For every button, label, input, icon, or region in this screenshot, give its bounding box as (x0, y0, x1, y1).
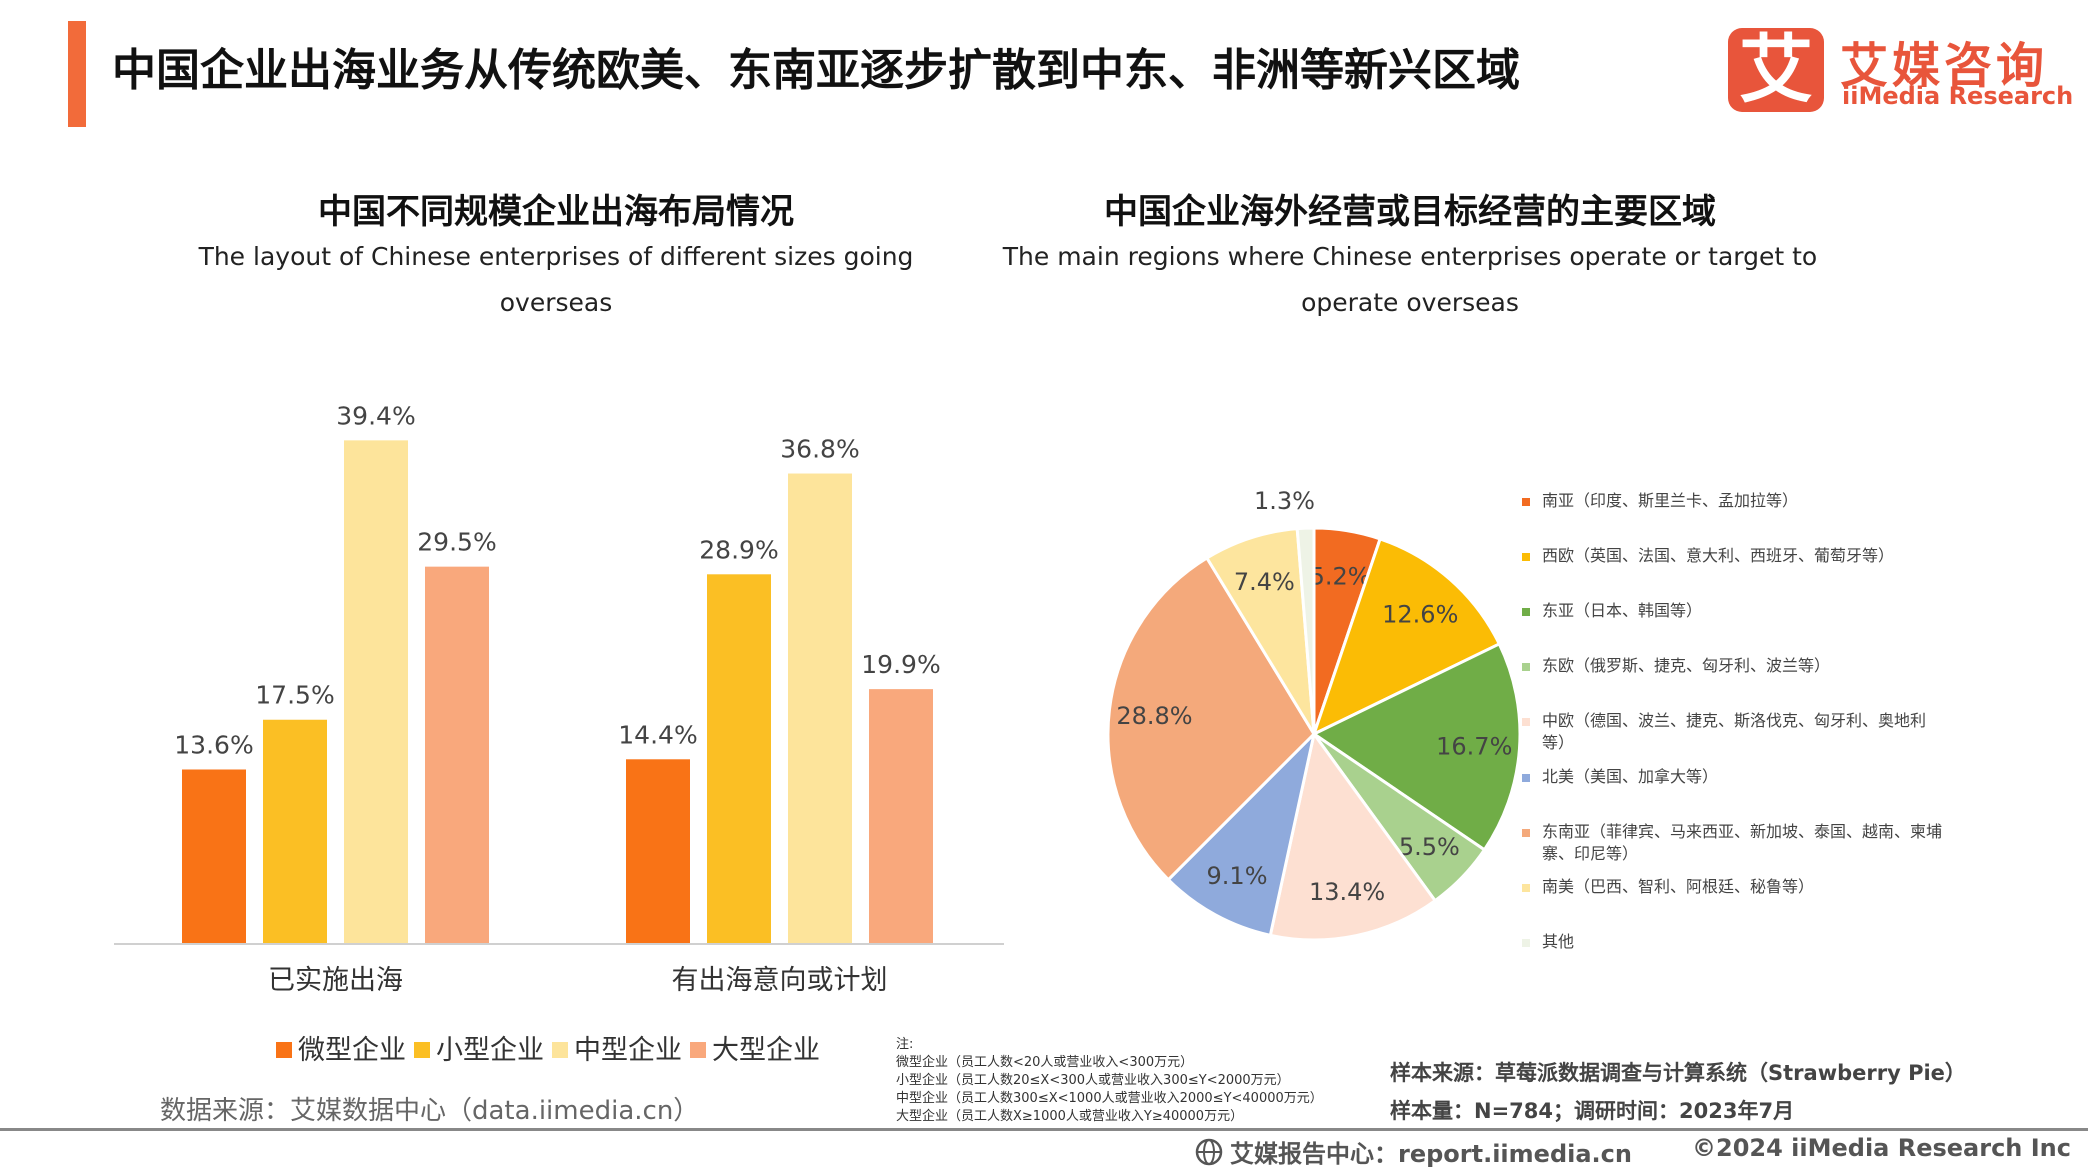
sample-size: 样本量：N=784；调研时间：2023年7月 (1390, 1099, 1795, 1123)
legend-swatch (1522, 718, 1530, 726)
legend-item: 大型企业 (690, 1028, 820, 1067)
pie-slice (1106, 555, 1316, 882)
bar (707, 574, 771, 943)
legend-label: 微型企业 (298, 1035, 406, 1066)
pie-data-label: 28.8% (1116, 702, 1192, 730)
legend-swatch (1522, 939, 1530, 947)
bar-chart-title: 中国不同规模企业出海布局情况 (318, 192, 794, 232)
legend-label: 大型企业 (712, 1035, 820, 1066)
pie-slice (1311, 536, 1502, 737)
title-accent-bar (68, 21, 86, 127)
bar (425, 566, 489, 943)
bar-data-label: 14.4% (618, 720, 697, 749)
note-line: 大型企业（员工人数X≥1000人或营业收入Y≥40000万元） (896, 1109, 1244, 1124)
report-center-link[interactable]: 艾媒报告中心：report.iimedia.cn (1230, 1140, 1632, 1168)
pie-chart-title: 中国企业海外经营或目标经营的主要区域 (1104, 192, 1716, 232)
category-tick-label: 已实施出海 (268, 965, 403, 996)
legend-swatch (1522, 829, 1530, 837)
pie-slice (1166, 729, 1317, 938)
legend-label: 其他 (1542, 932, 1575, 951)
bar (344, 440, 408, 943)
note-line: 中型企业（员工人数300≤X<1000人或营业收入2000≤Y<40000万元） (896, 1091, 1323, 1106)
sample-source: 样本来源：草莓派数据调查与计算系统（Strawberry Pie） (1390, 1061, 1966, 1085)
legend-label: 小型企业 (436, 1035, 544, 1066)
pie-data-label: 9.1% (1207, 862, 1268, 890)
bar-data-label: 36.8% (780, 435, 859, 464)
pie-data-label: 12.6% (1382, 600, 1458, 628)
pie-data-label: 5.2% (1310, 562, 1371, 590)
pie-slice (1268, 730, 1438, 942)
legend-label: 东亚（日本、韩国等） (1542, 601, 1703, 620)
legend-swatch (552, 1041, 568, 1058)
pie-data-label: 1.3% (1254, 487, 1315, 515)
footer-divider (0, 1128, 2088, 1131)
pie-slice (1295, 526, 1316, 735)
legend-swatch (1522, 774, 1530, 782)
legend-label: 东欧（俄罗斯、捷克、匈牙利、波兰等） (1542, 656, 1831, 675)
report-center: 艾媒报告中心：report.iimedia.cn (1194, 1134, 1632, 1170)
logo-chinese-name: 艾媒咨询 (1840, 38, 2049, 94)
bar (263, 719, 327, 943)
pie-data-label: 16.7% (1436, 733, 1512, 761)
legend-label: 南美（巴西、智利、阿根廷、秘鲁等） (1542, 877, 1815, 896)
pie-data-label: 13.4% (1309, 878, 1385, 906)
legend-swatch (276, 1041, 292, 1058)
logo-mark-icon: 艾 (1728, 28, 1824, 112)
bar-data-label: 13.6% (174, 730, 253, 759)
legend-label: 东南亚（菲律宾、马来西亚、新加坡、泰国、越南、柬埔寨、印尼等） (1542, 822, 1943, 863)
pie-data-label: 7.4% (1234, 568, 1295, 596)
legend-label: 北美（美国、加拿大等） (1542, 767, 1719, 786)
bar-chart-legend: 微型企业 小型企业 中型企业 大型企业 (276, 1028, 828, 1067)
legend-label: 中欧（德国、波兰、捷克、斯洛伐克、匈牙利、奥地利等） (1542, 711, 1927, 752)
bar-data-label: 19.9% (861, 650, 940, 679)
legend-swatch (1522, 553, 1530, 561)
legend-swatch (690, 1041, 706, 1058)
bar-chart-subtitle: The layout of Chinese enterprises of dif… (198, 242, 914, 317)
bar (626, 759, 690, 943)
page-title: 中国企业出海业务从传统欧美、东南亚逐步扩散到中东、非洲等新兴区域 (112, 45, 1520, 96)
pie-chart-subtitle: The main regions where Chinese enterpris… (1002, 242, 1818, 317)
legend-swatch (1522, 608, 1530, 616)
bar (869, 689, 933, 943)
copyright: ©2024 iiMedia Research Inc (1692, 1134, 2071, 1162)
bar (182, 769, 246, 943)
bar-data-label: 39.4% (336, 401, 415, 430)
legend-label: 西欧（英国、法国、意大利、西班牙、葡萄牙等） (1542, 546, 1895, 565)
legend-swatch (1522, 884, 1530, 892)
legend-swatch (1522, 498, 1530, 506)
bar-data-label: 28.9% (699, 535, 778, 564)
bar-chart: 13.6%17.5% 39.4% 29.5% 已实施出海 14.4% 28.9% 36.8%… (114, 401, 1004, 996)
pie-chart: 5.2% 12.6% 16.7% 5.5% 13.4% 9.1% 28.8% 7.4% 1.3% (1106, 487, 1522, 942)
legend-item: 微型企业 (276, 1028, 406, 1067)
legend-item: 小型企业 (414, 1028, 544, 1067)
bar-data-label: 29.5% (417, 528, 496, 557)
bar (788, 473, 852, 943)
pie-slice (1204, 527, 1316, 735)
note-line: 注: (896, 1037, 914, 1052)
sample-info: 样本来源：草莓派数据调查与计算系统（Strawberry Pie） 样本量：N=… (1390, 1054, 1966, 1130)
logo-english-name: iiMedia Research (1842, 82, 2074, 110)
legend-label: 南亚（印度、斯里兰卡、孟加拉等） (1542, 491, 1799, 510)
globe-icon (1195, 1138, 1223, 1166)
data-source: 数据来源：艾媒数据中心（data.iimedia.cn） (160, 1096, 700, 1126)
note-line: 小型企业（员工人数20≤X<300人或营业收入300≤Y<2000万元） (896, 1073, 1290, 1088)
legend-swatch (1522, 663, 1530, 671)
note-line: 微型企业（员工人数<20人或营业收入<300万元） (896, 1055, 1194, 1070)
iimedia-logo: 艾 艾媒咨询 iiMedia Research (1728, 26, 2073, 116)
size-definitions-note: 注: 微型企业（员工人数<20人或营业收入<300万元） 小型企业（员工人数20… (896, 1036, 1323, 1126)
pie-data-label: 5.5% (1399, 833, 1460, 861)
pie-slice (1311, 641, 1522, 852)
category-tick-label: 有出海意向或计划 (672, 965, 888, 996)
legend-swatch (414, 1041, 430, 1058)
bar-data-label: 17.5% (255, 681, 334, 710)
legend-label: 中型企业 (574, 1035, 682, 1066)
legend-item: 中型企业 (552, 1028, 682, 1067)
